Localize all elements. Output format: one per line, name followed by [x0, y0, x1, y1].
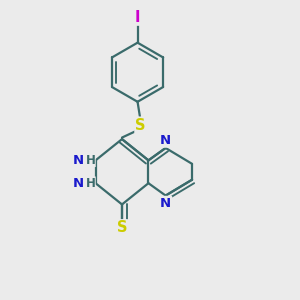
Text: I: I [135, 10, 140, 25]
Text: N: N [160, 134, 171, 147]
Text: N: N [73, 177, 84, 190]
Text: N: N [160, 197, 171, 210]
Text: H: H [85, 177, 95, 190]
Text: S: S [117, 220, 127, 235]
Text: S: S [135, 118, 146, 133]
Text: N: N [73, 154, 84, 167]
Text: H: H [85, 154, 95, 167]
